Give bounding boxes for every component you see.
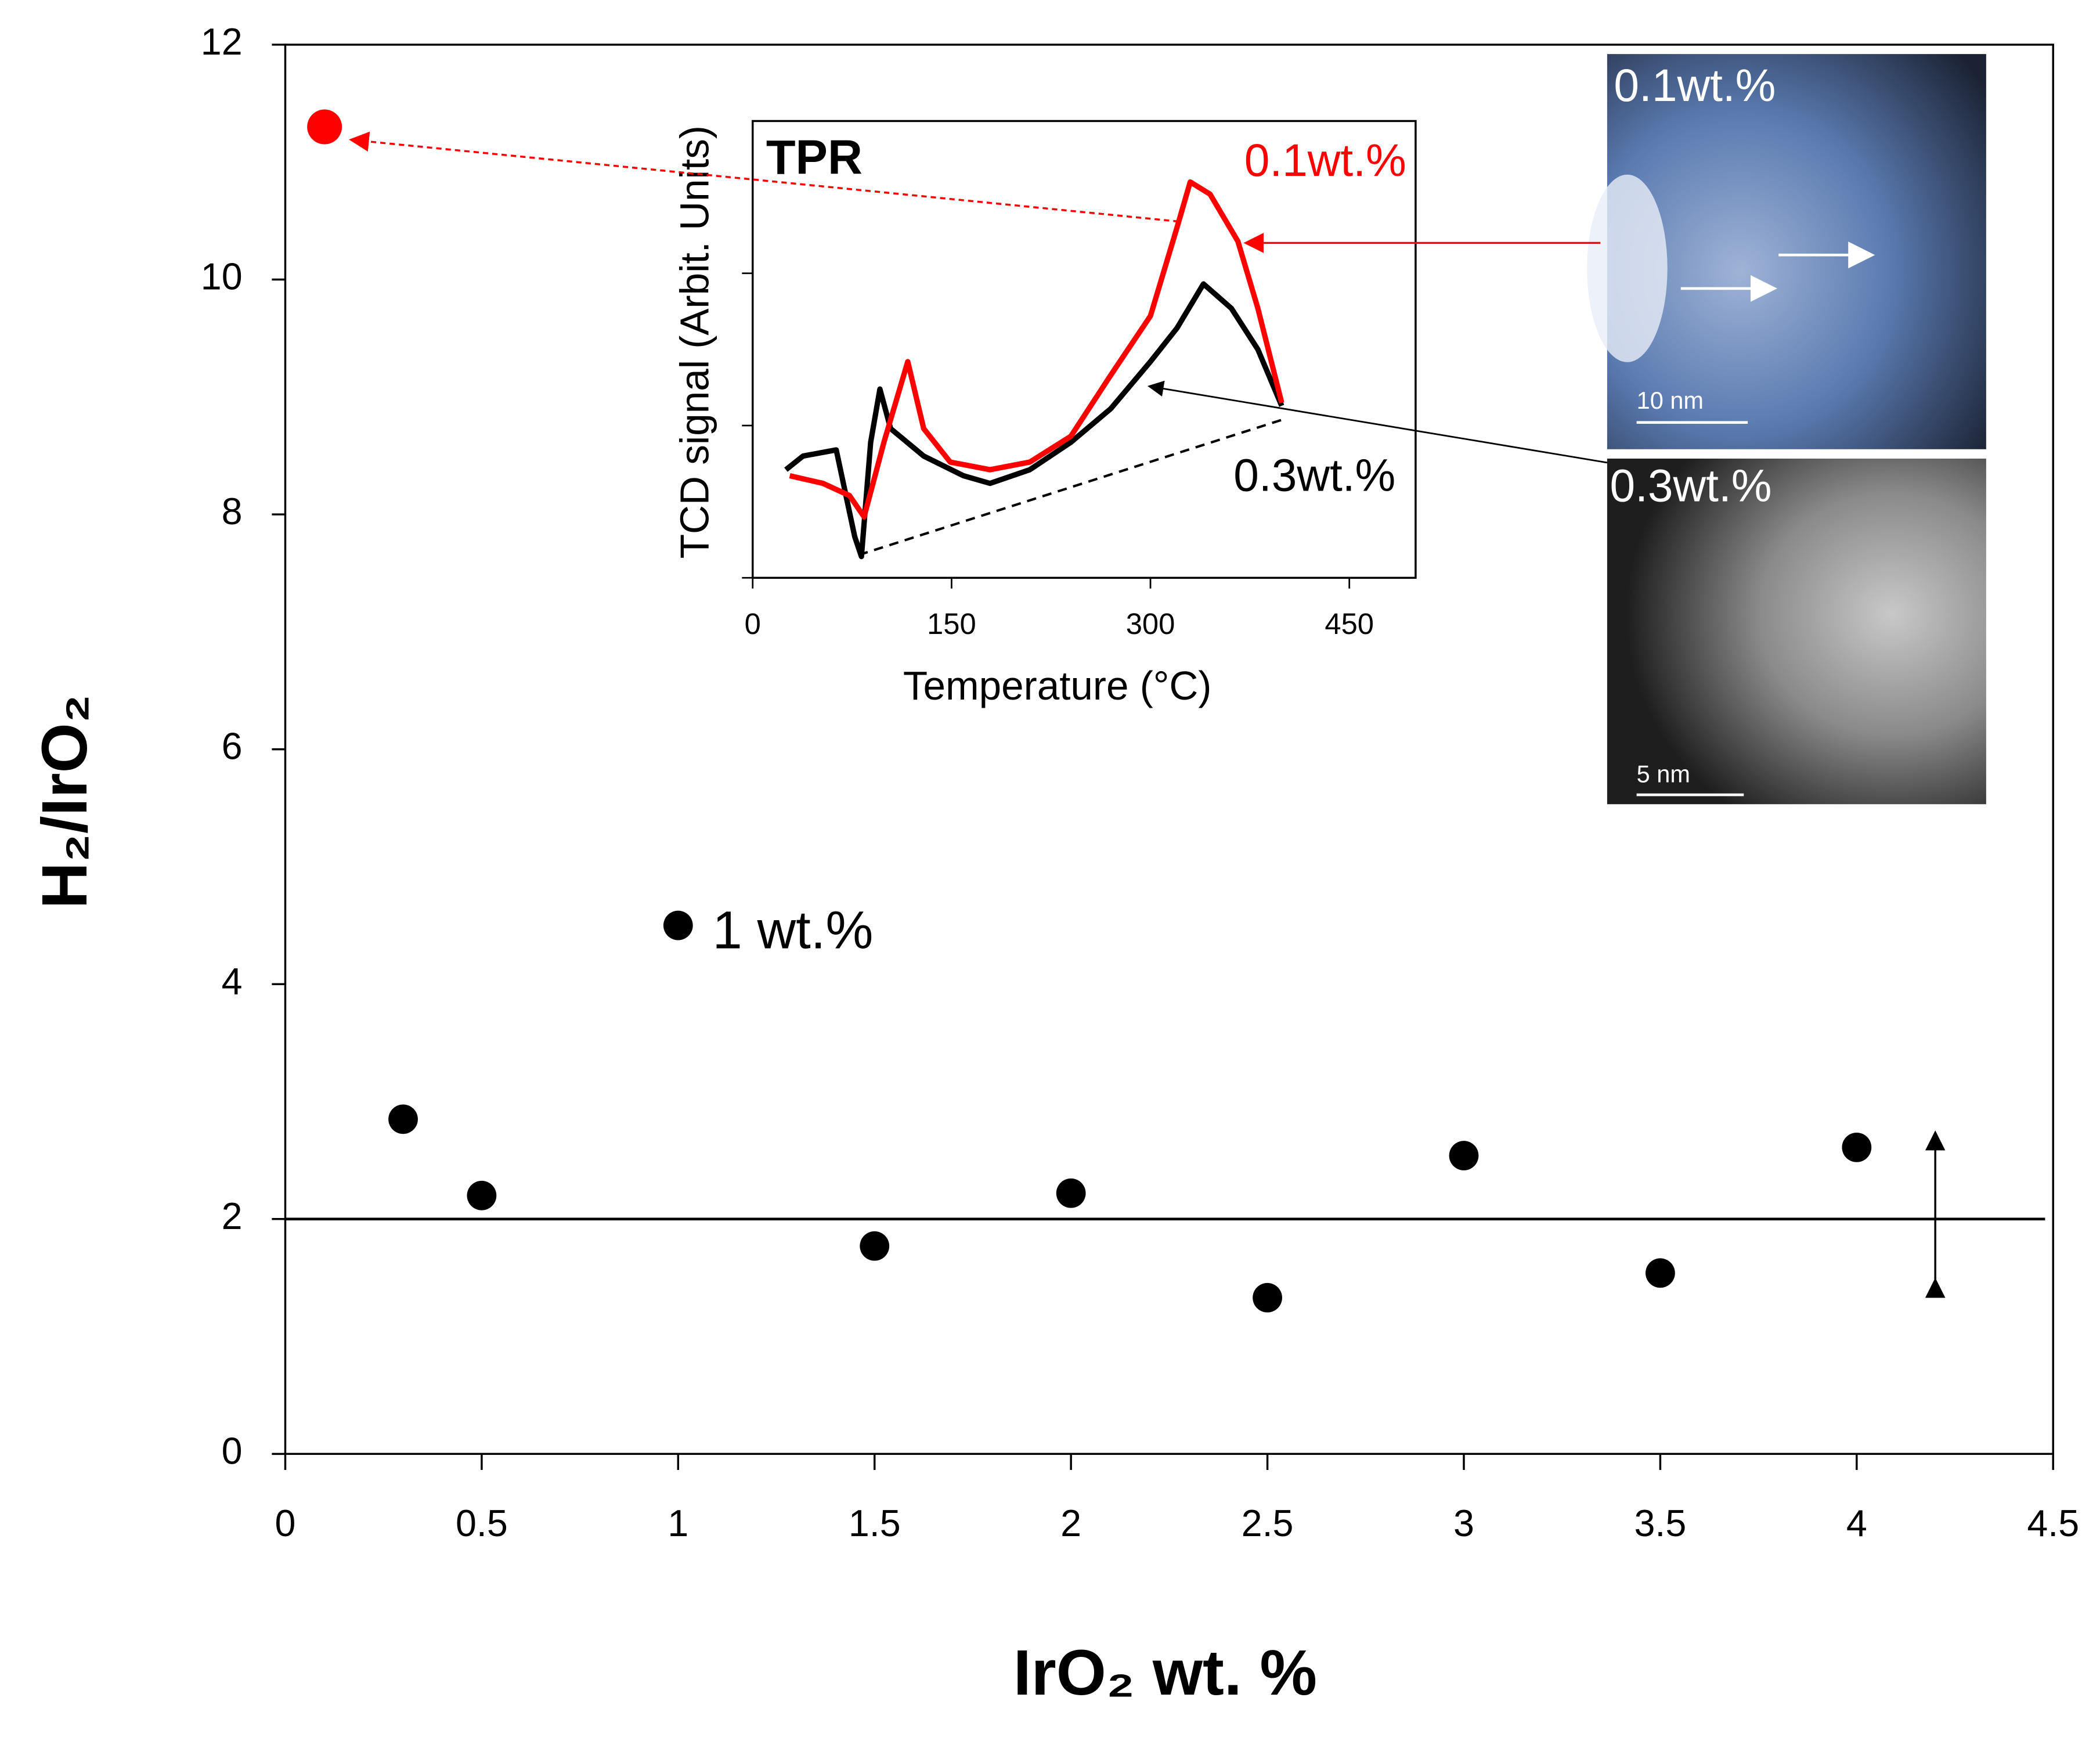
x-tick-label: 3.5 xyxy=(1634,1502,1687,1544)
image-label: 0.1wt.% xyxy=(1614,60,1776,111)
inset-chart: 0 150 300 450 0.1wt.% 0.3wt.% TPR Temperature (… xyxy=(672,120,1417,708)
micrographs: 0.1wt.% 10 nm 0.3wt.% 5 nm xyxy=(1587,54,1986,805)
x-tick-label: 0 xyxy=(275,1502,296,1544)
connectors xyxy=(349,131,1946,1298)
arrow xyxy=(1148,380,1608,464)
x-tick-label: 2 xyxy=(1060,1502,1081,1544)
micrograph-feature xyxy=(1587,174,1668,362)
main-chart: 0 2 4 6 8 10 12 0 0.5 1 1.5 2 2.5 3 3.5 4 4.5 IrO₂ wt. % H… xyxy=(29,21,2079,1709)
y-axis-label: TCD signal (Arbit. Units) xyxy=(672,125,717,558)
data-point xyxy=(1253,1282,1282,1313)
scale-label: 5 nm xyxy=(1637,761,1690,788)
tpr-curve xyxy=(789,179,1284,520)
data-point xyxy=(1646,1258,1675,1288)
inset-bg xyxy=(752,120,1417,579)
y-tick-label: 12 xyxy=(201,21,243,63)
y-tick-label: 6 xyxy=(222,726,243,767)
data-point xyxy=(307,109,342,145)
legend-label: 0.1wt.% xyxy=(1244,135,1406,186)
x-tick-label: 300 xyxy=(1126,607,1175,640)
x-tick-label: 0 xyxy=(745,607,761,640)
x-tick-label: 1.5 xyxy=(849,1502,901,1544)
y-tick-label: 0 xyxy=(222,1430,243,1472)
x-axis-label: IrO₂ wt. % xyxy=(1013,1637,1317,1709)
y-tick-label: 10 xyxy=(201,256,243,298)
y-tick-label: 8 xyxy=(222,491,243,532)
baseline xyxy=(858,418,1284,556)
scale-label: 10 nm xyxy=(1637,387,1704,414)
data-point xyxy=(467,1180,497,1210)
x-tick-label: 0.5 xyxy=(456,1502,508,1544)
data-point xyxy=(1842,1132,1872,1162)
micrograph xyxy=(1607,458,1986,805)
x-tick-label: 2.5 xyxy=(1242,1502,1294,1544)
x-tick-label: 450 xyxy=(1325,607,1374,640)
y-tick-label: 4 xyxy=(222,960,243,1002)
data-point xyxy=(663,910,693,940)
tpr-curve xyxy=(784,281,1284,560)
x-tick-label: 1 xyxy=(667,1502,688,1544)
image-label: 0.3wt.% xyxy=(1610,460,1771,511)
x-tick-label: 4.5 xyxy=(2027,1502,2079,1544)
x-axis-label: Temperature (°C) xyxy=(903,663,1212,708)
arrow xyxy=(349,131,1179,223)
data-point xyxy=(860,1231,890,1261)
data-point xyxy=(388,1104,418,1134)
annotation: 1 wt.% xyxy=(713,899,874,960)
y-tick-label: 2 xyxy=(222,1195,243,1237)
micrograph xyxy=(1607,54,1986,449)
x-tick-label: 3 xyxy=(1453,1502,1474,1544)
data-point xyxy=(1056,1178,1086,1208)
x-tick-label: 4 xyxy=(1846,1502,1867,1544)
x-tick-label: 150 xyxy=(927,607,976,640)
data-point xyxy=(1449,1141,1479,1170)
inset-title: TPR xyxy=(766,131,863,185)
y-axis-label: H₂/IrO₂ xyxy=(29,694,100,909)
legend-label: 0.3wt.% xyxy=(1233,449,1395,500)
